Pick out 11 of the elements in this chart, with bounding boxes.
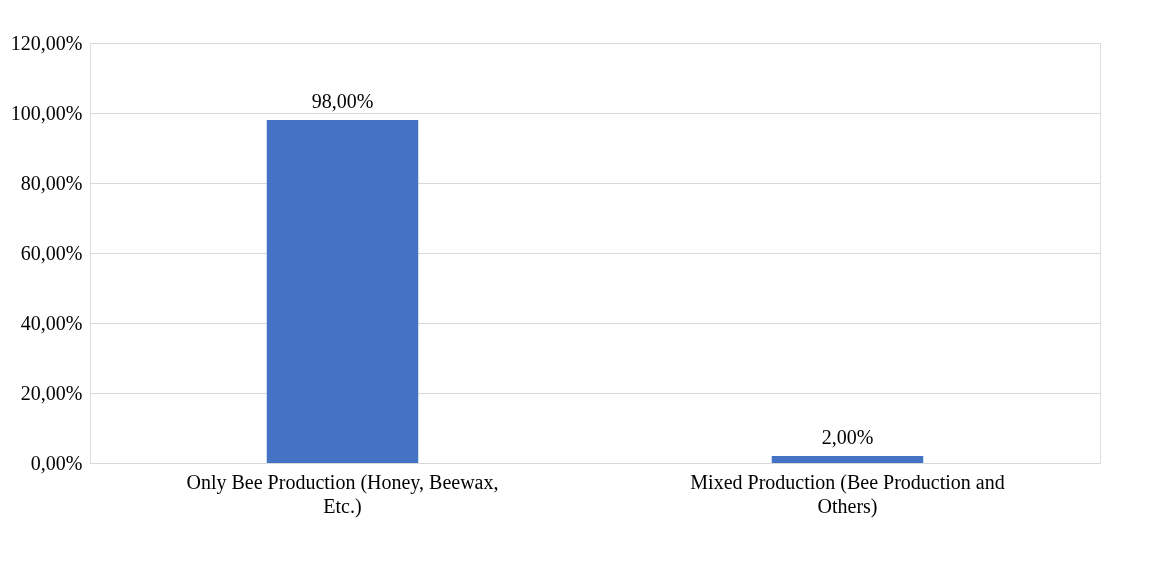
y-tick-label: 40,00% — [20, 311, 83, 334]
y-tick-label: 100,00% — [10, 101, 83, 124]
y-tick-label: 120,00% — [10, 31, 83, 54]
x-tick-label: Mixed Production (Bee Production and Others) — [690, 471, 1005, 518]
data-label: 2,00% — [821, 426, 874, 448]
y-tick-label: 20,00% — [20, 381, 83, 404]
y-tick-label: 60,00% — [20, 241, 83, 264]
y-tick-label: 0,00% — [30, 451, 83, 474]
y-tick-label: 80,00% — [20, 171, 83, 194]
x-tick-label: Only Bee Production (Honey, Beewax, Etc.) — [186, 471, 499, 518]
data-label: 98,00% — [311, 90, 374, 112]
